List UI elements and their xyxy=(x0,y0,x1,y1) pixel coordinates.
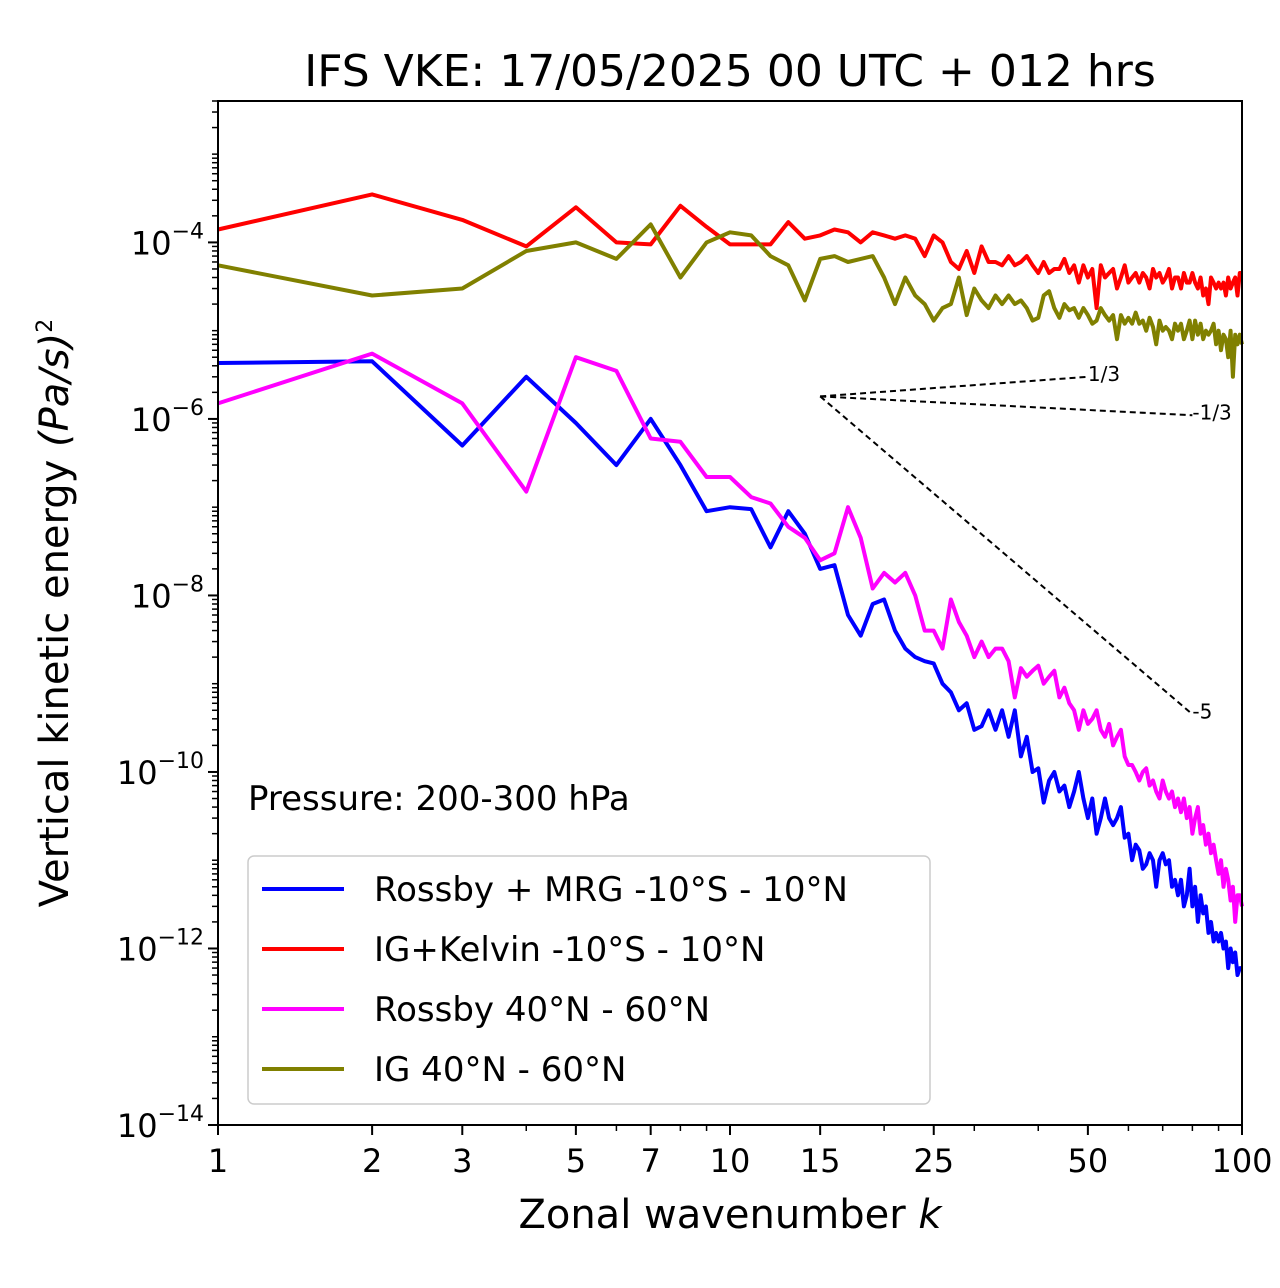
legend-label-1: Rossby + MRG -10°S - 10°N xyxy=(374,870,848,910)
y-tick-label: 10−12 xyxy=(117,925,204,968)
x-tick-label: 15 xyxy=(800,1142,841,1180)
x-tick-label: 5 xyxy=(566,1142,586,1180)
pressure-annotation: Pressure: 200-300 hPa xyxy=(248,779,630,819)
reference-line-1 xyxy=(820,375,1088,398)
chart-title: IFS VKE: 17/05/2025 00 UTC + 012 hrs xyxy=(304,46,1156,97)
y-tick-label: 10−6 xyxy=(131,396,204,439)
reference-line-2 xyxy=(820,395,1193,417)
y-axis-unit-exponent: 2 xyxy=(33,319,58,333)
reference-line-3 xyxy=(819,395,1194,716)
y-tick-label: 10−8 xyxy=(131,572,204,615)
legend-entries: Rossby + MRG -10°S - 10°N IG+Kelvin -10°S… xyxy=(262,870,848,1090)
x-tick-label: 7 xyxy=(641,1142,661,1180)
x-tick-label: 3 xyxy=(452,1142,472,1180)
x-tick-label: 100 xyxy=(1211,1142,1272,1180)
x-axis-title: Zonal wavenumber k xyxy=(518,1192,943,1238)
x-tick-label: 2 xyxy=(362,1142,382,1180)
y-tick-label: 10−14 xyxy=(117,1102,204,1145)
series-line-2 xyxy=(217,192,1242,311)
x-tick-label: 50 xyxy=(1068,1142,1109,1180)
legend-label-4: IG 40°N - 60°N xyxy=(374,1050,626,1090)
reference-line-label-3: -5 xyxy=(1192,699,1212,723)
x-axis-ticks: 1 2 3 5 7 10 15 25 50 100 xyxy=(208,1125,1273,1180)
x-axis-label: Zonal wavenumber xyxy=(518,1192,906,1238)
x-tick-label: 1 xyxy=(208,1142,228,1180)
y-tick-label: 10−10 xyxy=(117,749,204,792)
series-line-1 xyxy=(217,359,1242,977)
x-tick-label: 10 xyxy=(710,1142,751,1180)
legend-label-2: IG+Kelvin -10°S - 10°N xyxy=(374,930,765,970)
x-axis-symbol: k xyxy=(918,1192,943,1238)
reference-line-label-2: -1/3 xyxy=(1192,400,1231,424)
y-axis-label: Vertical kinetic energy xyxy=(32,460,78,908)
series-line-3 xyxy=(217,351,1244,924)
legend: Rossby + MRG -10°S - 10°N IG+Kelvin -10°S… xyxy=(247,855,931,1105)
legend-label-3: Rossby 40°N - 60°N xyxy=(374,990,710,1030)
legend-box xyxy=(247,855,931,1105)
reference-line-label-1: 1/3 xyxy=(1088,362,1120,386)
reference-lines: 1/3 -1/3 -5 xyxy=(819,362,1232,723)
series-line-4 xyxy=(217,222,1244,379)
y-axis-unit: (Pa/s) xyxy=(32,333,78,447)
y-axis-ticks: 10−14 10−12 10−10 10−8 10−6 10−4 xyxy=(117,100,218,1145)
y-axis-title: Vertical kinetic energy (Pa/s)2 xyxy=(32,319,78,907)
x-tick-label: 25 xyxy=(913,1142,954,1180)
series-layer xyxy=(217,192,1244,977)
y-tick-label: 10−4 xyxy=(131,219,204,262)
